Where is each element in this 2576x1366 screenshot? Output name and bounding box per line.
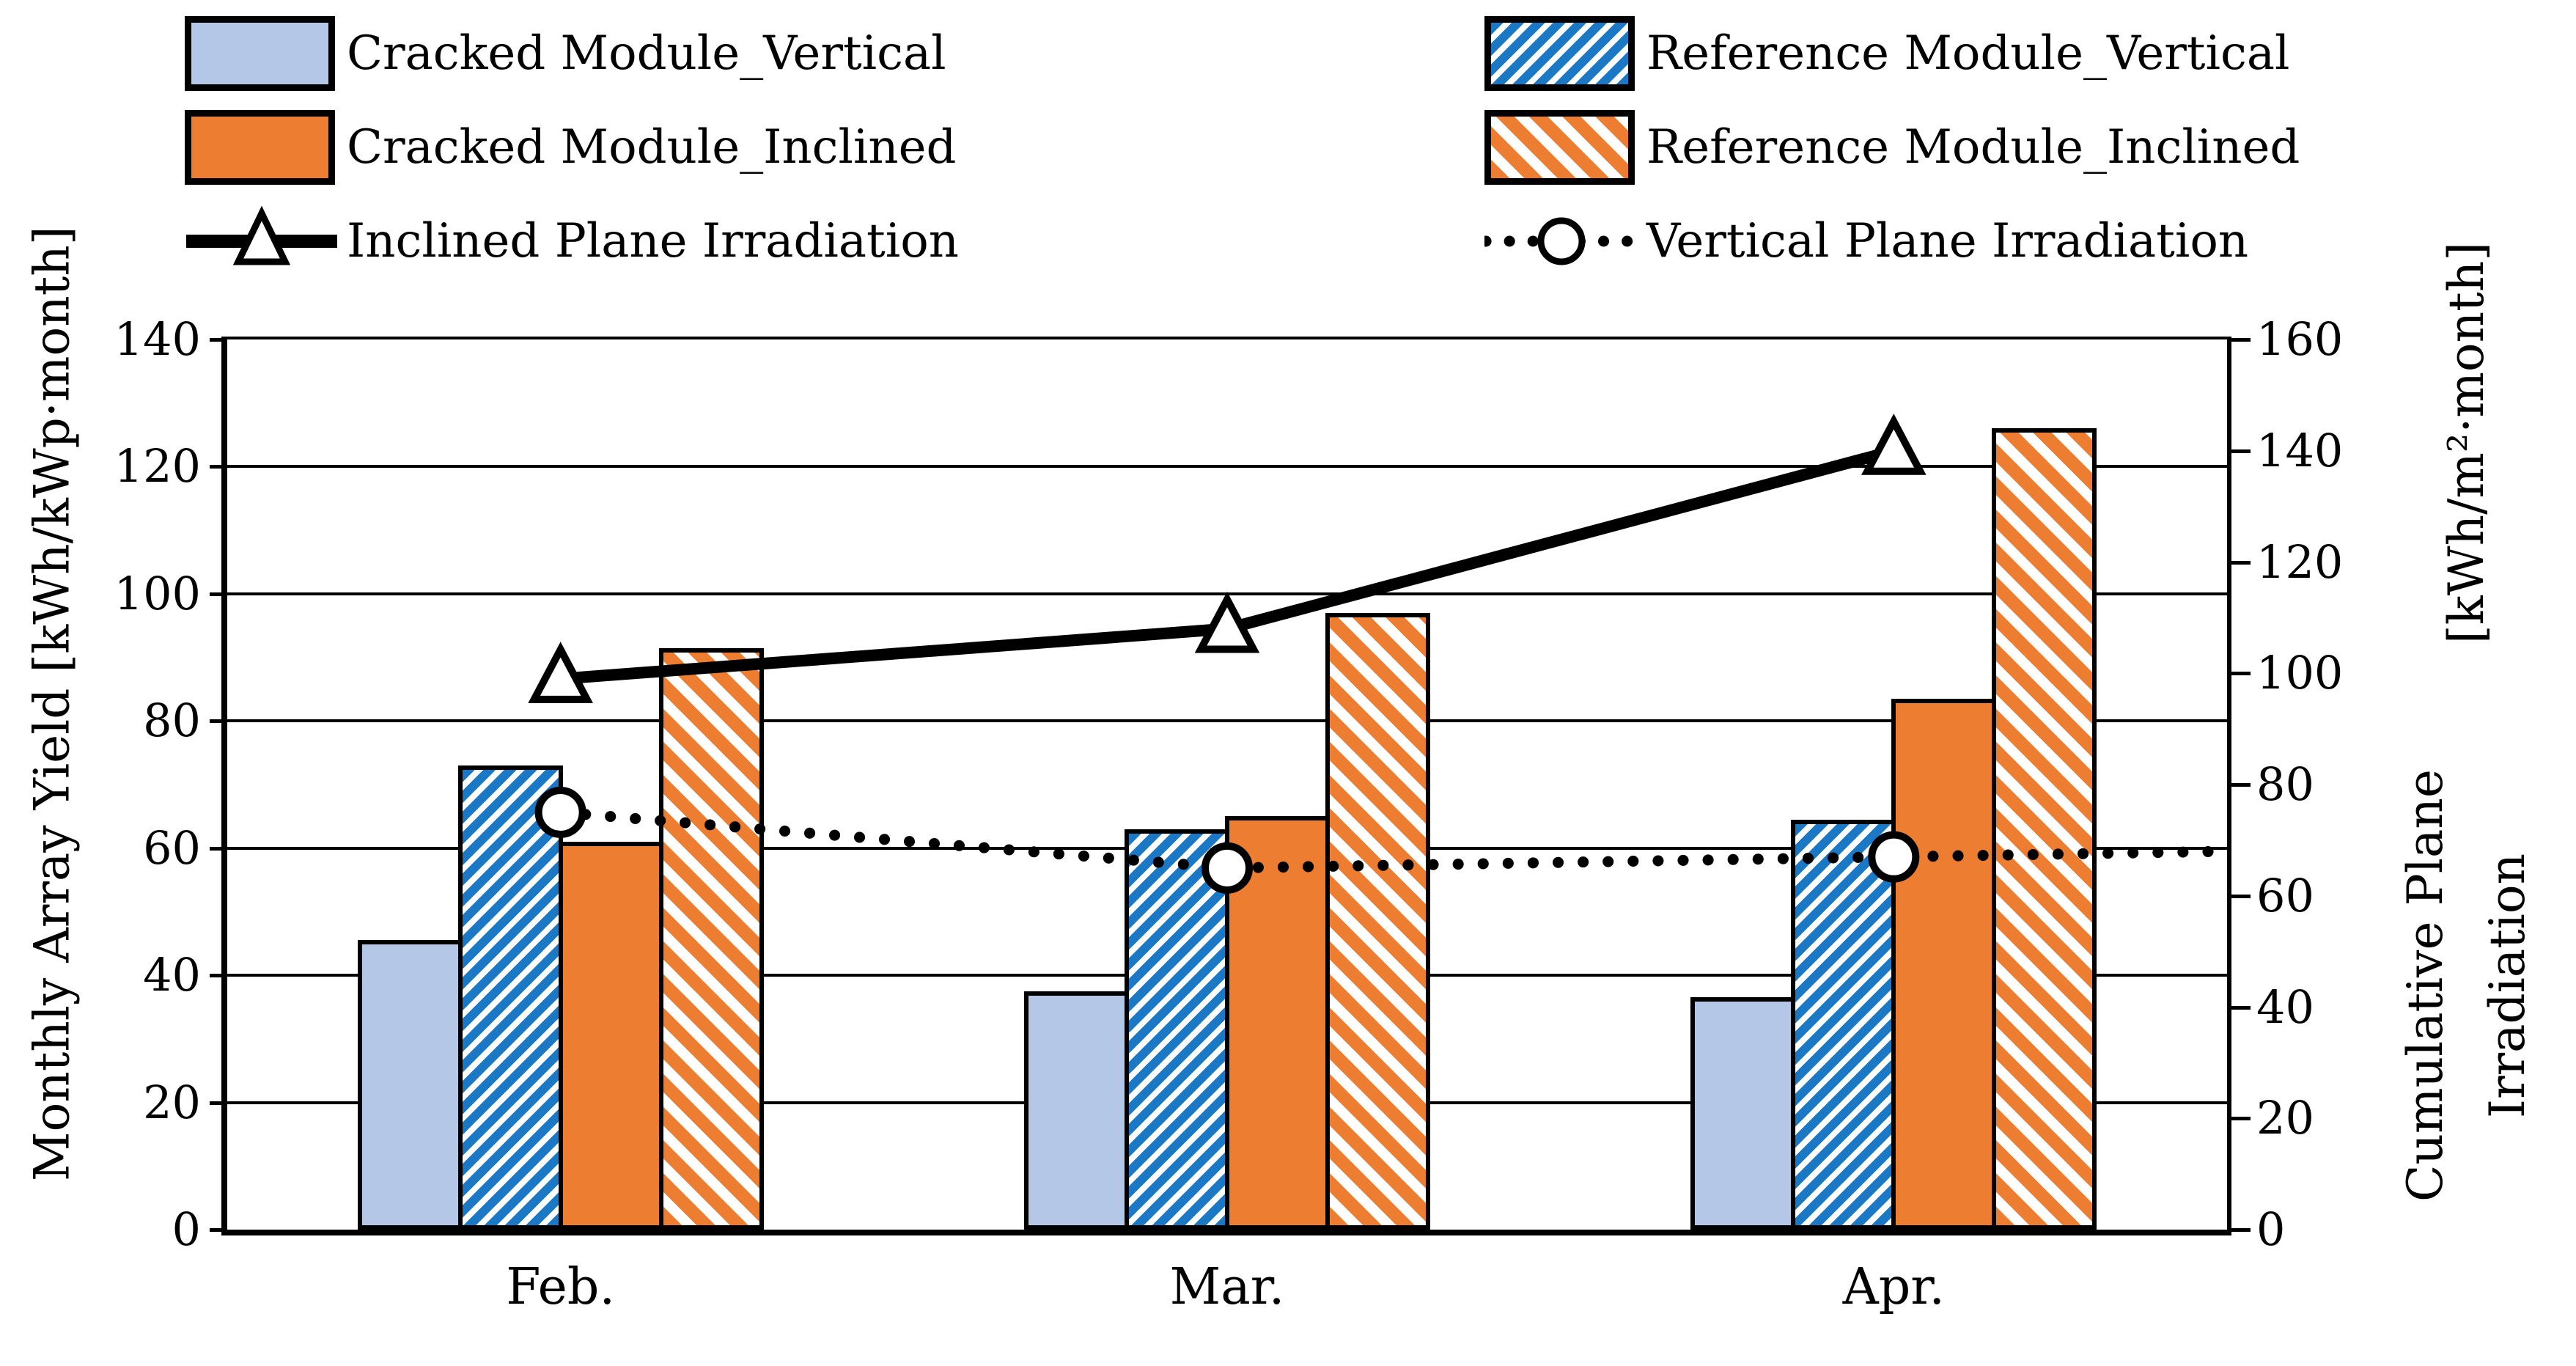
triangle-marker-Apr [1861,414,1927,475]
left-tick-20: 20 [143,1075,201,1129]
left-tick-0: 0 [172,1202,201,1256]
circle-icon [1537,217,1586,265]
left-tick-60: 60 [143,820,201,875]
triangle-marker-Mar [1194,591,1260,653]
left-tick-mark-80 [210,719,227,724]
left-tick-100: 100 [114,566,201,620]
legend-swatch-icon [185,16,335,91]
legend-label: Inclined Plane Irradiation [347,214,959,268]
lines-layer [528,414,2227,894]
plot-area [221,337,2231,1235]
legend-swatch-icon [1484,110,1635,185]
legend-label: Cracked Module_Vertical [347,26,946,81]
legend-label: Reference Module_Inclined [1646,120,2300,175]
bar-reference-module-inclined-Mar [1325,613,1430,1230]
right-tick-120: 120 [2256,535,2344,589]
legend-label: Reference Module_Vertical [1646,26,2290,81]
right-tick-mark-160 [2231,338,2251,342]
bar-reference-module-vertical-Apr [1791,820,1896,1230]
left-tick-mark-40 [210,974,227,978]
right-tick-80: 80 [2256,757,2314,811]
left-tick-mark-0 [210,1228,227,1232]
bar-reference-module-inclined-Feb [659,648,764,1230]
circle-marker-Apr [1868,831,1920,883]
circle-marker-Feb [534,786,586,838]
gridline-80 [227,719,2227,723]
left-tick-mark-140 [210,338,227,342]
right-tick-20: 20 [2256,1091,2314,1145]
right-tick-mark-80 [2231,783,2251,787]
left-tick-80: 80 [143,694,201,748]
legend-swatch-icon [185,110,335,185]
left-tick-mark-100 [210,592,227,596]
bar-reference-module-vertical-Feb [458,765,563,1230]
right-tick-40: 40 [2256,980,2314,1034]
right-tick-140: 140 [2256,423,2344,477]
legend-label: Vertical Plane Irradiation [1646,214,2249,268]
right-tick-mark-20 [2231,1117,2251,1121]
circle-marker-Mar [1201,842,1253,894]
right-tick-mark-140 [2231,449,2251,453]
triangle-icon [232,205,291,265]
line-vertical-plane-irradiation [555,807,2227,874]
right-tick-160: 160 [2256,312,2344,366]
right-tick-mark-40 [2231,1005,2251,1010]
right-tick-mark-120 [2231,560,2251,565]
legend-swatch-icon [1484,217,1638,265]
x-label-Apr: Apr. [1842,1258,1945,1316]
left-tick-mark-20 [210,1101,227,1105]
legend-label: Cracked Module_Inclined [347,120,957,175]
triangle-marker-Feb [528,642,593,703]
left-tick-mark-120 [210,465,227,469]
left-tick-120: 120 [114,439,201,493]
right-tick-mark-100 [2231,672,2251,676]
right-tick-100: 100 [2256,646,2344,700]
right-tick-mark-60 [2231,894,2251,898]
right-tick-mark-0 [2231,1228,2251,1232]
bar-reference-module-inclined-Apr [1992,428,2097,1230]
left-tick-40: 40 [143,948,201,1002]
left-tick-mark-60 [210,846,227,851]
left-tick-140: 140 [114,312,201,366]
right-axis-title-line2: [kWh/m²·month] [2438,242,2495,644]
x-label-Mar: Mar. [1169,1258,1285,1316]
right-tick-0: 0 [2256,1202,2286,1256]
legend: Cracked Module_Vertical Reference Module_… [0,0,2576,323]
legend-swatch-icon [186,205,337,265]
x-label-Feb: Feb. [506,1258,616,1316]
legend-swatch-icon [1484,16,1635,91]
right-tick-60: 60 [2256,868,2314,922]
gridline-120 [227,465,2227,469]
